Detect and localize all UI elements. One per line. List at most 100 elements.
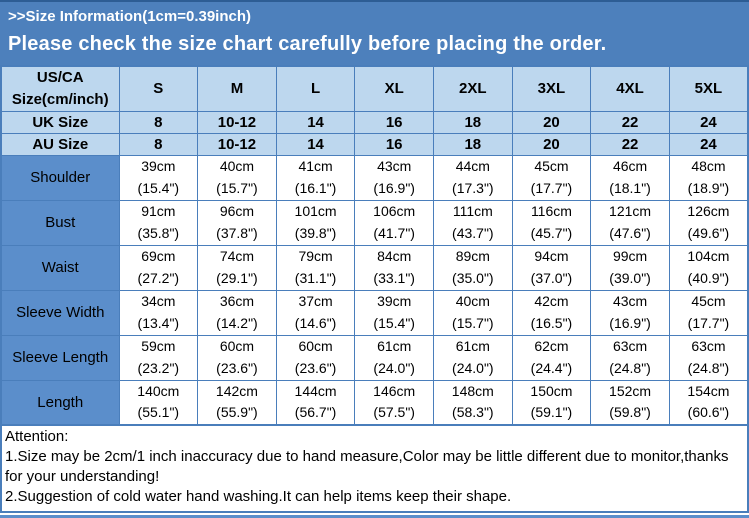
- value-cm: 154cm: [687, 382, 730, 399]
- value-inch: (49.6"): [687, 224, 730, 241]
- value-inch: (37.8"): [216, 224, 258, 241]
- value-inch: (35.0"): [452, 269, 494, 286]
- measurement-value-cell: 45cm (17.7"): [511, 154, 592, 201]
- value-inch: (18.1"): [609, 179, 651, 196]
- measurement-value-cell: 61cm (24.0"): [354, 334, 434, 381]
- value-inch: (15.7"): [216, 179, 258, 196]
- measurement-value-cell: 41cm (16.1"): [275, 154, 356, 201]
- measurement-value-cell: 150cm (59.1"): [511, 379, 592, 426]
- measurement-value-cell: 152cm (59.8"): [590, 379, 670, 426]
- value-cm: 144cm: [294, 382, 337, 399]
- value-inch: (17.7"): [687, 314, 730, 331]
- value-inch: (55.9"): [216, 404, 258, 421]
- measurement-value-cell: 44cm (17.3"): [433, 154, 513, 201]
- value-inch: (24.4"): [530, 359, 573, 376]
- value-cm: 104cm: [687, 247, 730, 264]
- bottom-bar: [0, 514, 749, 518]
- value-inch: (16.9"): [373, 179, 415, 196]
- measurement-row: Shoulder 39cm (15.4") 40cm (15.7") 41cm (16.1"…: [0, 154, 749, 201]
- value-cm: 121cm: [609, 202, 652, 219]
- value-cm: 42cm: [534, 292, 569, 309]
- size-col-header: M: [197, 65, 277, 112]
- value-cm: 106cm: [373, 202, 416, 219]
- measurement-row: Bust 91cm (35.8") 96cm (37.8") 101cm (39.8") 10…: [0, 199, 749, 246]
- value-cm: 37cm: [298, 292, 333, 309]
- region-size-cell: 8: [118, 110, 199, 134]
- measurement-value-cell: 63cm (24.8"): [668, 334, 749, 381]
- value-cm: 40cm: [219, 157, 255, 174]
- measurement-value-cell: 40cm (15.7"): [433, 289, 513, 336]
- measurement-value-cell: 79cm (31.1"): [275, 244, 356, 291]
- measurement-value-cell: 69cm (27.2"): [118, 244, 199, 291]
- value-inch: (58.3"): [452, 404, 494, 421]
- measurement-value-cell: 146cm (57.5"): [354, 379, 434, 426]
- value-cm: 36cm: [219, 292, 255, 309]
- measurement-value-cell: 43cm (16.9"): [354, 154, 434, 201]
- value-cm: 39cm: [377, 292, 412, 309]
- measurement-row: Sleeve Width 34cm (13.4") 36cm (14.2") 37cm (1…: [0, 289, 749, 336]
- measurement-value-cell: 148cm (58.3"): [433, 379, 513, 426]
- value-cm: 59cm: [141, 337, 176, 354]
- value-inch: (56.7"): [294, 404, 337, 421]
- corner-label-line1: US/CA: [36, 69, 84, 86]
- size-header-row: US/CA Size(cm/inch) S M L XL 2XL 3XL 4XL 5XL: [0, 65, 749, 112]
- measurement-value-cell: 45cm (17.7"): [668, 289, 749, 336]
- value-cm: 116cm: [530, 202, 572, 219]
- size-table-body: UK Size 8 10-12 14 16 18 20 22 24 AU Size 8 10-12 14…: [0, 110, 749, 426]
- value-inch: (41.7"): [373, 224, 415, 241]
- value-inch: (15.4"): [137, 179, 180, 196]
- value-cm: 41cm: [298, 157, 333, 174]
- attention-title: Attention:: [5, 428, 69, 445]
- measurement-value-cell: 60cm (23.6"): [275, 334, 356, 381]
- value-cm: 89cm: [455, 247, 490, 264]
- value-cm: 74cm: [219, 247, 255, 264]
- measurement-value-cell: 140cm (55.1"): [118, 379, 199, 426]
- size-col-header: 5XL: [668, 65, 749, 112]
- region-label-cell: UK Size: [0, 110, 120, 134]
- measurement-value-cell: 91cm (35.8"): [118, 199, 199, 246]
- value-cm: 44cm: [455, 157, 490, 174]
- measurement-value-cell: 40cm (15.7"): [197, 154, 277, 201]
- value-inch: (18.9"): [687, 179, 730, 196]
- region-size-cell: 16: [354, 132, 434, 156]
- value-inch: (33.1"): [373, 269, 415, 286]
- measurement-label-cell: Bust: [0, 199, 120, 246]
- region-size-cell: 22: [590, 132, 670, 156]
- attention-section: Attention: 1.Size may be 2cm/1 inch inac…: [0, 426, 749, 513]
- value-cm: 126cm: [687, 202, 730, 219]
- measurement-value-cell: 89cm (35.0"): [433, 244, 513, 291]
- value-inch: (35.8"): [137, 224, 180, 241]
- value-inch: (40.9"): [687, 269, 730, 286]
- region-size-cell: 24: [668, 110, 749, 134]
- value-inch: (47.6"): [609, 224, 651, 241]
- measurement-value-cell: 116cm (45.7"): [511, 199, 592, 246]
- value-inch: (59.1"): [530, 404, 573, 421]
- size-col-header: 4XL: [590, 65, 670, 112]
- measurement-value-cell: 74cm (29.1"): [197, 244, 277, 291]
- measurement-value-cell: 63cm (24.8"): [590, 334, 670, 381]
- measurement-row: Waist 69cm (27.2") 74cm (29.1") 79cm (31.1") 84…: [0, 244, 749, 291]
- size-table: US/CA Size(cm/inch) S M L XL 2XL 3XL 4XL 5XL UK S…: [0, 65, 749, 426]
- region-size-cell: 10-12: [197, 110, 277, 134]
- value-inch: (39.0"): [609, 269, 651, 286]
- size-col-header: 2XL: [433, 65, 513, 112]
- value-inch: (55.1"): [137, 404, 180, 421]
- measurement-value-cell: 39cm (15.4"): [354, 289, 434, 336]
- value-inch: (24.8"): [609, 359, 651, 376]
- value-inch: (16.9"): [609, 314, 651, 331]
- measurement-value-cell: 96cm (37.8"): [197, 199, 277, 246]
- value-cm: 140cm: [137, 382, 180, 399]
- measurement-value-cell: 126cm (49.6"): [668, 199, 749, 246]
- attention-line-1: 1.Size may be 2cm/1 inch inaccuracy due …: [5, 447, 729, 485]
- value-cm: 40cm: [455, 292, 490, 309]
- measurement-value-cell: 43cm (16.9"): [590, 289, 670, 336]
- banner: >>Size Information(1cm=0.39inch) Please …: [0, 0, 749, 65]
- value-inch: (27.2"): [137, 269, 180, 286]
- measurement-value-cell: 59cm (23.2"): [118, 334, 199, 381]
- measurement-value-cell: 34cm (13.4"): [118, 289, 199, 336]
- region-size-cell: 20: [511, 110, 592, 134]
- measurement-value-cell: 60cm (23.6"): [197, 334, 277, 381]
- measurement-value-cell: 99cm (39.0"): [590, 244, 670, 291]
- region-size-cell: 10-12: [197, 132, 277, 156]
